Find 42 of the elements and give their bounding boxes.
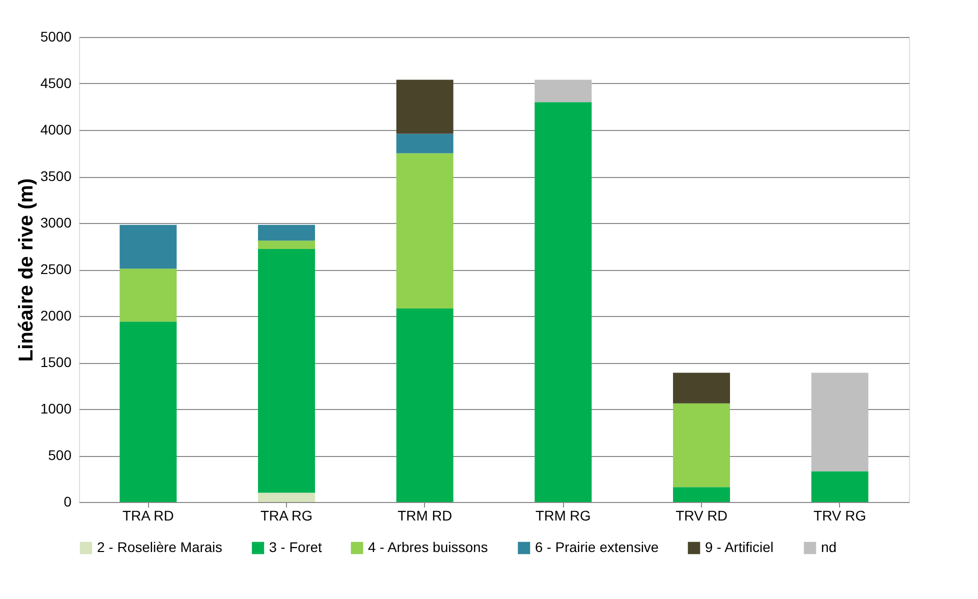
bar — [396, 153, 454, 309]
bar — [258, 240, 315, 250]
y-tick-label: 0 — [64, 494, 72, 510]
bar — [258, 249, 315, 493]
bar — [534, 102, 592, 502]
x-tick-label: TRA RG — [260, 508, 313, 524]
y-axis-title: Linéaire de rive (m) — [15, 178, 38, 362]
y-tick-label: 2500 — [40, 261, 72, 277]
legend-label: 4 - Arbres buissons — [368, 539, 488, 555]
y-tick-label: 2000 — [40, 308, 72, 324]
legend-label: 3 - Foret — [269, 539, 322, 555]
x-tick-label: TRV RG — [814, 508, 866, 524]
x-tick-label: TRA RD — [122, 508, 174, 524]
bar — [673, 372, 730, 404]
y-tick-label: 4000 — [40, 122, 72, 138]
x-tick-label: TRV RD — [676, 508, 728, 524]
y-tick-label: 3000 — [40, 214, 72, 230]
y-tick-label: 500 — [48, 447, 72, 463]
bar — [258, 492, 315, 502]
y-tick-label: 1000 — [40, 400, 72, 416]
legend-label: 6 - Prairie extensive — [535, 539, 659, 555]
legend-label: 9 - Artificiel — [705, 539, 774, 555]
y-tick-label: 1500 — [40, 354, 72, 370]
bar — [673, 487, 730, 502]
bar — [534, 80, 592, 102]
bar — [258, 224, 315, 241]
bar — [120, 268, 177, 322]
bar — [396, 308, 454, 502]
bar — [120, 322, 177, 502]
y-tick-label: 5000 — [40, 28, 72, 44]
y-tick-label: 4500 — [40, 75, 72, 91]
x-tick-label: TRM RD — [398, 508, 452, 524]
bar — [120, 224, 177, 269]
bar — [811, 471, 868, 502]
bar — [811, 372, 868, 472]
y-tick-label: 3500 — [40, 168, 72, 184]
x-tick-label: TRM RG — [536, 508, 591, 524]
bar — [396, 134, 454, 154]
legend-label: 2 - Roselière Marais — [97, 539, 222, 555]
legend-label: nd — [821, 539, 837, 555]
bar — [673, 403, 730, 488]
bar — [396, 80, 454, 134]
